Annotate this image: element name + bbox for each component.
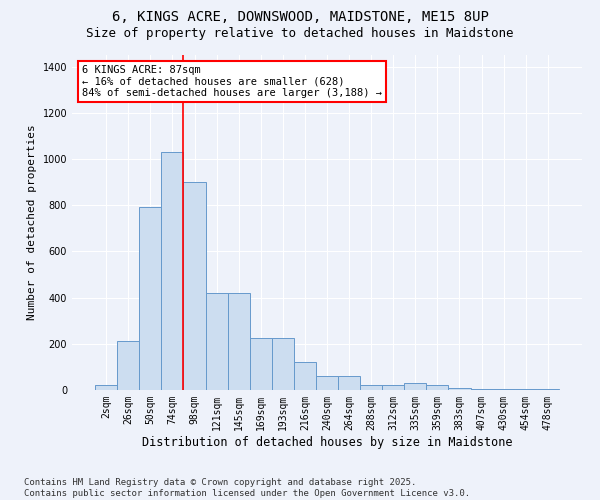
Bar — [250, 338, 272, 390]
Bar — [184, 182, 206, 390]
Text: 6, KINGS ACRE, DOWNSWOOD, MAIDSTONE, ME15 8UP: 6, KINGS ACRE, DOWNSWOOD, MAIDSTONE, ME1… — [112, 10, 488, 24]
Bar — [404, 383, 427, 390]
Bar — [272, 338, 294, 390]
Bar — [360, 386, 382, 390]
Bar — [338, 376, 360, 390]
Y-axis label: Number of detached properties: Number of detached properties — [27, 124, 37, 320]
Text: Size of property relative to detached houses in Maidstone: Size of property relative to detached ho… — [86, 28, 514, 40]
Bar — [95, 386, 117, 390]
Bar — [161, 152, 184, 390]
Bar — [294, 362, 316, 390]
Text: 6 KINGS ACRE: 87sqm
← 16% of detached houses are smaller (628)
84% of semi-detac: 6 KINGS ACRE: 87sqm ← 16% of detached ho… — [82, 65, 382, 98]
Bar — [427, 386, 448, 390]
Bar — [139, 208, 161, 390]
Text: Contains HM Land Registry data © Crown copyright and database right 2025.
Contai: Contains HM Land Registry data © Crown c… — [24, 478, 470, 498]
Bar — [382, 386, 404, 390]
X-axis label: Distribution of detached houses by size in Maidstone: Distribution of detached houses by size … — [142, 436, 512, 448]
Bar — [448, 388, 470, 390]
Bar — [316, 376, 338, 390]
Bar — [227, 293, 250, 390]
Bar — [117, 342, 139, 390]
Bar — [206, 293, 227, 390]
Bar — [470, 389, 493, 390]
